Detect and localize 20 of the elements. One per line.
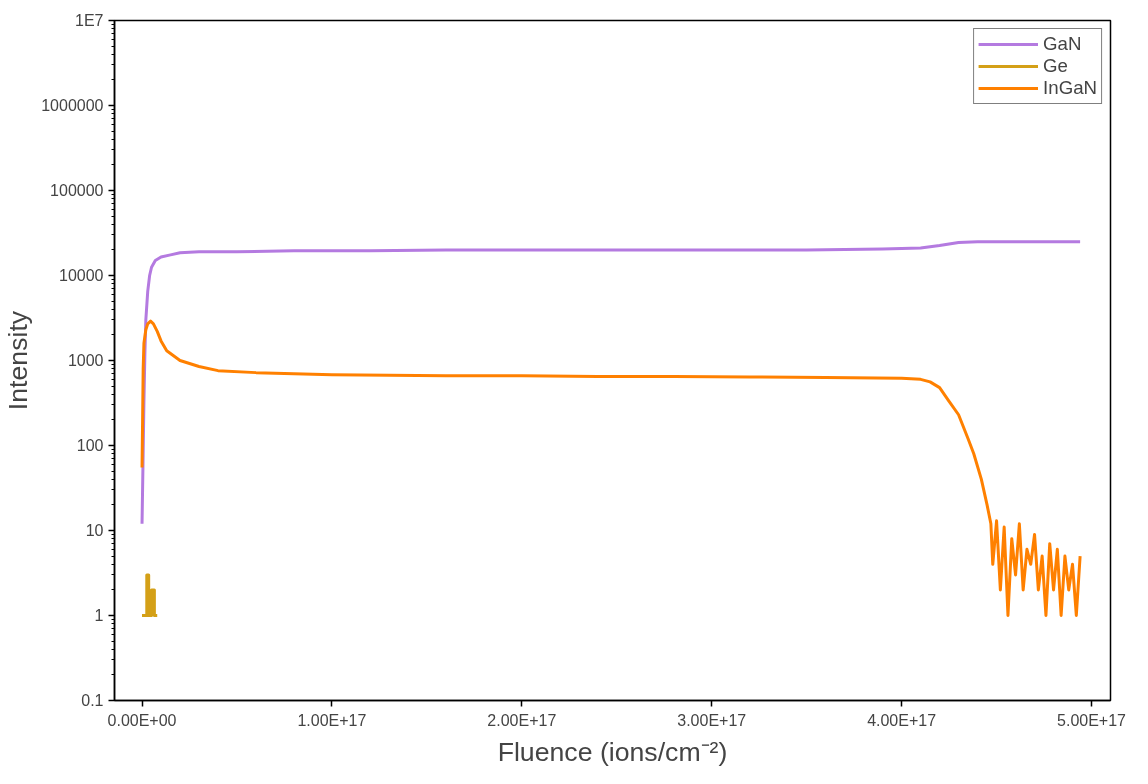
y-tick-label: 100 <box>76 437 104 454</box>
legend-label: Ge <box>1043 55 1068 77</box>
x-tick-label: 4.00E+17 <box>867 711 937 729</box>
legend-label: GaN <box>1043 33 1082 55</box>
y-tick-label: 0.1 <box>81 692 104 709</box>
x-tick-label: 5.00E+17 <box>1057 711 1127 729</box>
y-tick-label: 1000000 <box>41 97 104 114</box>
x-tick-label: 0.00E+00 <box>107 711 177 729</box>
x-tick-label: 3.00E+17 <box>677 711 747 729</box>
x-tick-label: 2.00E+17 <box>487 711 557 729</box>
y-tick-label: 10 <box>85 522 104 539</box>
x-axis-title: Fluence (ions/cm⁻²) <box>497 736 728 767</box>
y-tick-label: 1000 <box>67 352 104 369</box>
y-tick-label: 100000 <box>50 182 104 199</box>
x-tick-label: 1.00E+17 <box>297 711 367 729</box>
y-tick-label: 1 <box>94 607 104 624</box>
y-axis-title: Intensity <box>3 310 34 411</box>
y-tick-label: 10000 <box>59 267 104 284</box>
legend-label: InGaN <box>1043 77 1097 99</box>
y-tick-label: 1E7 <box>75 12 104 29</box>
